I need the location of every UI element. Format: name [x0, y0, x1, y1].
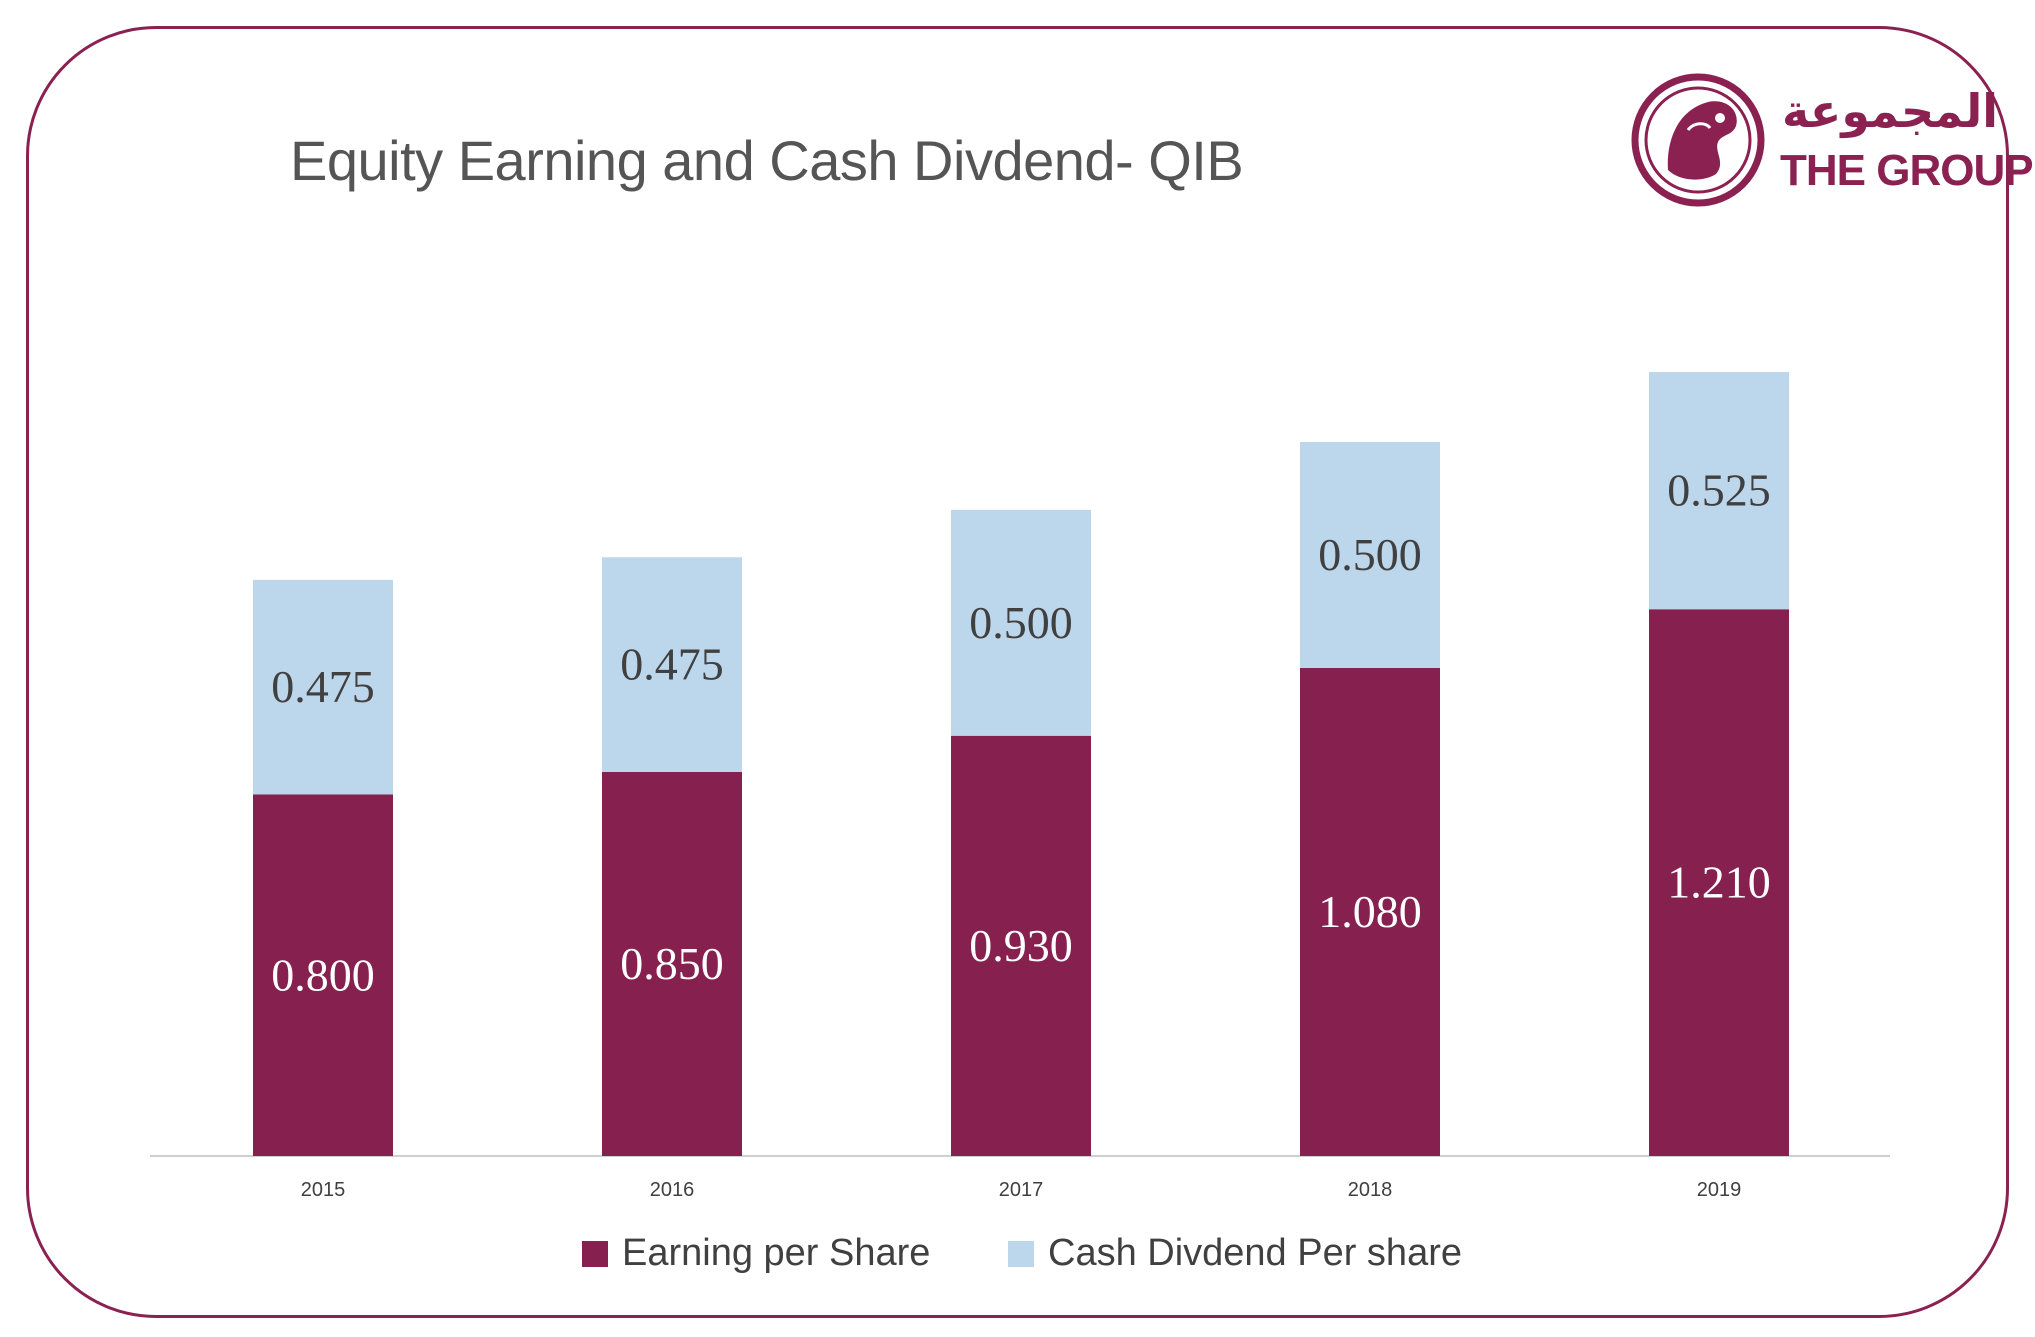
bar-dividend-2015: [253, 579, 393, 795]
data-label-earning-2019: 1.210: [1667, 857, 1771, 908]
legend-swatch-earning: [582, 1240, 608, 1267]
data-label-dividend-2015: 0.475: [271, 661, 375, 712]
legend-swatch-dividend: [1008, 1240, 1034, 1267]
chart-title: Equity Earning and Cash Divdend- QIB: [290, 129, 1244, 192]
logo-english-text: THE GROUP: [1780, 146, 2034, 195]
legend-label-dividend: Cash Divdend Per share: [1048, 1232, 1462, 1274]
logo-arabic-text: المجموعة: [1782, 84, 1999, 138]
bar-dividend-2017: [951, 509, 1091, 736]
bar-earning-2019: [1649, 609, 1789, 1156]
data-label-earning-2018: 1.080: [1318, 886, 1422, 937]
bar-dividend-2018: [1300, 442, 1440, 668]
data-label-dividend-2019: 0.525: [1667, 465, 1771, 516]
data-label-earning-2015: 0.800: [271, 949, 375, 1000]
x-tick-label-2019: 2019: [1697, 1179, 1742, 1201]
bar-earning-2017: [951, 735, 1091, 1156]
bar-earning-2016: [602, 771, 742, 1156]
x-tick-label-2017: 2017: [999, 1179, 1044, 1201]
bar-earning-2015: [253, 794, 393, 1156]
x-tick-label-2016: 2016: [650, 1179, 695, 1201]
x-tick-label-2018: 2018: [1348, 1179, 1393, 1201]
data-label-earning-2017: 0.930: [969, 920, 1073, 971]
data-label-dividend-2018: 0.500: [1318, 529, 1422, 580]
data-label-dividend-2017: 0.500: [969, 597, 1073, 648]
bar-earning-2018: [1300, 667, 1440, 1156]
data-label-dividend-2016: 0.475: [620, 639, 724, 690]
legend-item-earning: Earning per Share: [582, 1232, 930, 1275]
falcon-emblem-icon: [1631, 73, 1765, 207]
bar-dividend-2016: [602, 557, 742, 772]
x-tick-label-2015: 2015: [301, 1179, 346, 1201]
legend-label-earning: Earning per Share: [622, 1232, 931, 1274]
bar-dividend-2019: [1649, 372, 1789, 610]
data-label-earning-2016: 0.850: [620, 938, 724, 989]
legend-item-dividend: Cash Divdend Per share: [1008, 1232, 1462, 1275]
